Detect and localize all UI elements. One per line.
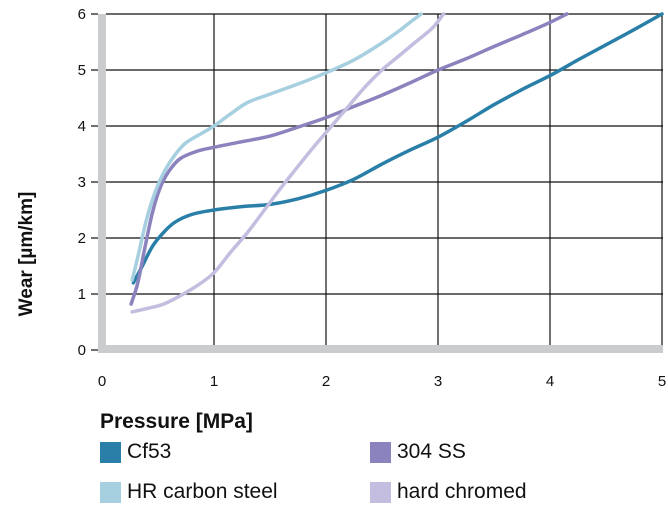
x-tick-label: 4 bbox=[546, 373, 554, 390]
legend-item: 304 SS bbox=[370, 440, 466, 464]
chart-svg: 0 1 2 3 4 5 0 1 2 3 4 5 6 Wear [µm/km] bbox=[16, 6, 667, 390]
legend-item: Cf53 bbox=[100, 440, 171, 464]
x-axis-label: Pressure [MPa] bbox=[100, 410, 253, 433]
y-tick-label: 1 bbox=[78, 286, 86, 303]
y-tick-label: 3 bbox=[78, 174, 86, 191]
y-tick-label: 2 bbox=[78, 230, 86, 247]
legend-swatch bbox=[100, 481, 121, 503]
x-axis-bar bbox=[98, 345, 663, 353]
y-axis-bar bbox=[98, 14, 106, 353]
x-tick-label: 5 bbox=[658, 373, 666, 390]
y-axis-label: Wear [µm/km] bbox=[16, 192, 37, 317]
legend-item: hard chromed bbox=[370, 480, 527, 504]
legend-label: hard chromed bbox=[397, 480, 527, 503]
legend-swatch bbox=[370, 441, 391, 463]
y-tick-label: 6 bbox=[78, 6, 86, 23]
x-tick-label: 0 bbox=[98, 373, 106, 390]
legend-label: 304 SS bbox=[397, 440, 466, 463]
y-tick-label: 4 bbox=[78, 118, 86, 135]
y-tick-label: 5 bbox=[78, 62, 86, 79]
legend-label: Cf53 bbox=[127, 440, 172, 463]
x-tick-label: 1 bbox=[210, 373, 218, 390]
series-lines bbox=[129, 12, 664, 314]
series-line-hr-carbon-steel bbox=[130, 12, 423, 282]
series-line-cf53 bbox=[131, 12, 664, 285]
legend-label: HR carbon steel bbox=[127, 480, 278, 503]
x-tick-label: 3 bbox=[434, 373, 442, 390]
y-tick-label: 0 bbox=[78, 342, 86, 359]
legend-item: HR carbon steel bbox=[100, 480, 278, 504]
axis-ticks: 0 1 2 3 4 5 0 1 2 3 4 5 6 bbox=[78, 6, 667, 390]
x-tick-label: 2 bbox=[322, 373, 330, 390]
legend-swatch bbox=[370, 481, 391, 503]
series-line-304-ss bbox=[129, 12, 569, 306]
legend-swatch bbox=[100, 441, 121, 463]
plot-area bbox=[100, 14, 663, 353]
series-line-hard-chromed bbox=[130, 12, 446, 314]
